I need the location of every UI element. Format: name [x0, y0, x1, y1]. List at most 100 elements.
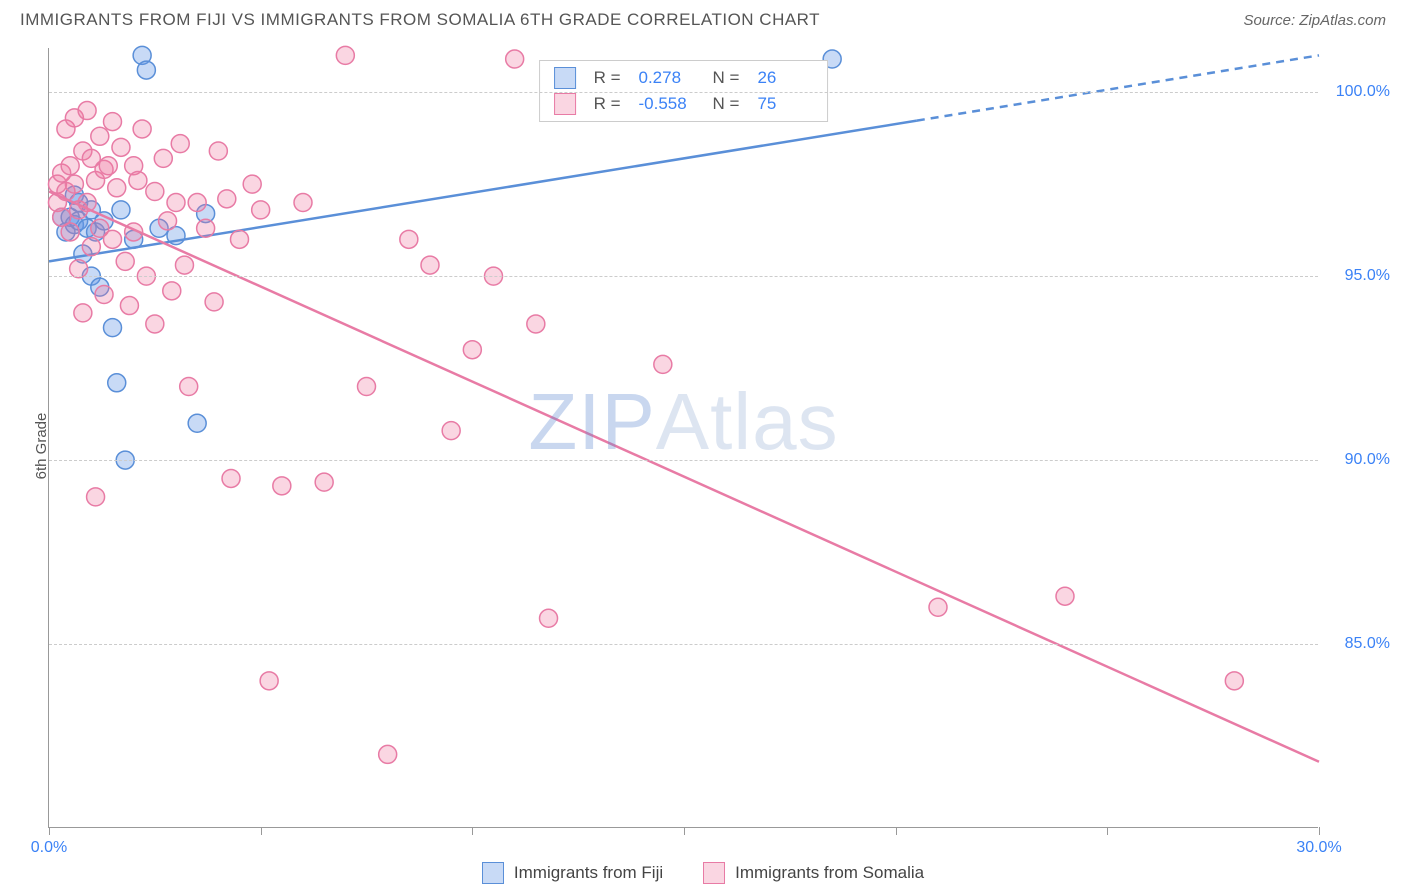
- scatter-point: [167, 194, 185, 212]
- n-label: N =: [713, 68, 740, 88]
- y-tick-label: 95.0%: [1345, 267, 1390, 285]
- trend-line-dashed: [917, 55, 1319, 120]
- x-tick: [472, 827, 473, 835]
- n-value: 26: [757, 68, 813, 88]
- r-label: R =: [594, 94, 621, 114]
- scatter-point: [218, 190, 236, 208]
- chart-svg: [49, 48, 1318, 827]
- scatter-point: [336, 46, 354, 64]
- scatter-point: [222, 469, 240, 487]
- scatter-point: [65, 175, 83, 193]
- legend-stat-row: R = 0.278 N = 26: [554, 65, 814, 91]
- scatter-point: [197, 219, 215, 237]
- scatter-point: [231, 230, 249, 248]
- n-label: N =: [713, 94, 740, 114]
- x-tick: [1319, 827, 1320, 835]
- source-label: Source: ZipAtlas.com: [1243, 12, 1386, 29]
- scatter-point: [175, 256, 193, 274]
- correlation-legend: R = 0.278 N = 26 R = -0.558 N = 75: [539, 60, 829, 122]
- scatter-point: [315, 473, 333, 491]
- scatter-point: [74, 304, 92, 322]
- series-legend: Immigrants from Fiji Immigrants from Soma…: [0, 862, 1406, 884]
- scatter-point: [146, 182, 164, 200]
- scatter-point: [929, 598, 947, 616]
- scatter-point: [421, 256, 439, 274]
- scatter-point: [260, 672, 278, 690]
- scatter-point: [108, 179, 126, 197]
- r-label: R =: [594, 68, 621, 88]
- scatter-point: [91, 127, 109, 145]
- scatter-point: [294, 194, 312, 212]
- scatter-point: [104, 230, 122, 248]
- scatter-point: [358, 377, 376, 395]
- x-tick: [896, 827, 897, 835]
- legend-stat-row: R = -0.558 N = 75: [554, 91, 814, 117]
- scatter-point: [95, 286, 113, 304]
- scatter-point: [61, 157, 79, 175]
- x-tick: [261, 827, 262, 835]
- chart-plot-area: ZIPAtlas R =0.278N =26R =-0.558N =75 85.…: [48, 48, 1318, 828]
- gridline-h: [49, 92, 1318, 93]
- scatter-point: [104, 319, 122, 337]
- legend-series-item: Immigrants from Somalia: [703, 862, 924, 884]
- gridline-h: [49, 276, 1318, 277]
- scatter-point: [154, 149, 172, 167]
- scatter-point: [180, 377, 198, 395]
- scatter-point: [120, 297, 138, 315]
- scatter-point: [112, 201, 130, 219]
- scatter-point: [379, 745, 397, 763]
- scatter-point: [463, 341, 481, 359]
- scatter-point: [82, 238, 100, 256]
- legend-series-label: Immigrants from Fiji: [514, 863, 663, 883]
- scatter-point: [104, 113, 122, 131]
- scatter-point: [129, 171, 147, 189]
- scatter-point: [527, 315, 545, 333]
- scatter-point: [442, 422, 460, 440]
- x-tick-label: 30.0%: [1296, 839, 1341, 857]
- scatter-point: [70, 260, 88, 278]
- scatter-point: [205, 293, 223, 311]
- scatter-point: [99, 157, 117, 175]
- scatter-point: [133, 120, 151, 138]
- scatter-point: [146, 315, 164, 333]
- scatter-point: [1225, 672, 1243, 690]
- scatter-point: [61, 223, 79, 241]
- y-tick-label: 85.0%: [1345, 635, 1390, 653]
- scatter-point: [654, 355, 672, 373]
- scatter-point: [171, 135, 189, 153]
- scatter-point: [112, 138, 130, 156]
- y-tick-label: 90.0%: [1345, 451, 1390, 469]
- r-value: -0.558: [639, 94, 695, 114]
- scatter-point: [540, 609, 558, 627]
- y-tick-label: 100.0%: [1336, 83, 1390, 101]
- scatter-point: [159, 212, 177, 230]
- scatter-point: [87, 488, 105, 506]
- scatter-point: [188, 194, 206, 212]
- r-value: 0.278: [639, 68, 695, 88]
- x-tick: [684, 827, 685, 835]
- legend-swatch: [482, 862, 504, 884]
- scatter-point: [252, 201, 270, 219]
- header: IMMIGRANTS FROM FIJI VS IMMIGRANTS FROM …: [0, 0, 1406, 34]
- legend-series-item: Immigrants from Fiji: [482, 862, 663, 884]
- scatter-point: [1056, 587, 1074, 605]
- scatter-point: [243, 175, 261, 193]
- scatter-point: [188, 414, 206, 432]
- scatter-point: [116, 252, 134, 270]
- chart-title: IMMIGRANTS FROM FIJI VS IMMIGRANTS FROM …: [20, 10, 820, 30]
- scatter-point: [163, 282, 181, 300]
- scatter-point: [400, 230, 418, 248]
- x-tick-label: 0.0%: [31, 839, 67, 857]
- legend-swatch: [703, 862, 725, 884]
- gridline-h: [49, 644, 1318, 645]
- scatter-point: [273, 477, 291, 495]
- legend-series-label: Immigrants from Somalia: [735, 863, 924, 883]
- x-tick: [1107, 827, 1108, 835]
- scatter-point: [78, 102, 96, 120]
- scatter-point: [108, 374, 126, 392]
- scatter-point: [506, 50, 524, 68]
- n-value: 75: [757, 94, 813, 114]
- scatter-point: [209, 142, 227, 160]
- gridline-h: [49, 460, 1318, 461]
- legend-swatch: [554, 67, 576, 89]
